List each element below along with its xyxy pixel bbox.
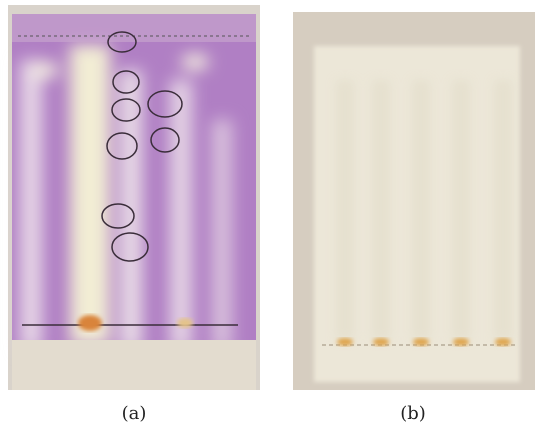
- caption: (b): [400, 403, 426, 424]
- sample-spot: [177, 318, 193, 328]
- caption: (a): [122, 403, 147, 424]
- figure: (a) (b): [0, 0, 542, 430]
- plate-bottom: [12, 340, 256, 390]
- figure-svg: (a) (b): [0, 0, 542, 430]
- photo-a: [8, 5, 260, 390]
- photo-b: [293, 12, 535, 390]
- sample-spot: [78, 315, 102, 331]
